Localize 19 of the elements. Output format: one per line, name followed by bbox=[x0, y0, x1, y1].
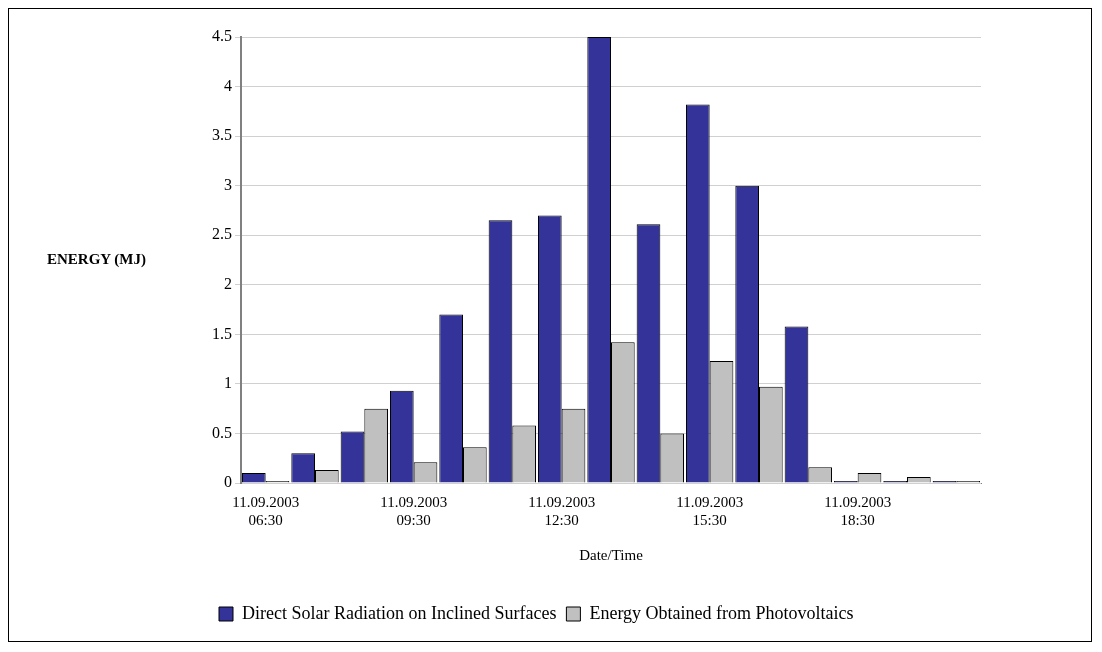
x-tick-label: 11.09.2003 12:30 bbox=[528, 493, 596, 528]
y-tick-label: 1 bbox=[224, 374, 232, 392]
y-tick-label: 1.5 bbox=[212, 324, 232, 342]
x-tick-label: 11.09.2003 15:30 bbox=[676, 493, 744, 528]
y-tick-label: 2.5 bbox=[212, 225, 232, 243]
y-tick-label: 3.5 bbox=[212, 126, 232, 144]
y-axis-title: ENERGY (MJ) bbox=[47, 250, 147, 268]
legend-label: Direct Solar Radiation on Inclined Surfaces bbox=[242, 602, 557, 623]
y-tick-label: 2 bbox=[224, 274, 232, 292]
x-tick-label: 11.09.2003 06:30 bbox=[232, 493, 300, 528]
y-tick-label: 4.5 bbox=[212, 27, 232, 45]
legend-label: Energy Obtained from Photovoltaics bbox=[589, 602, 854, 623]
y-tick-label: 0 bbox=[224, 473, 232, 491]
x-tick-label: 11.09.2003 09:30 bbox=[380, 493, 448, 528]
x-tick-label: 11.09.2003 18:30 bbox=[824, 493, 892, 528]
y-tick-label: 0.5 bbox=[212, 423, 232, 441]
y-tick-label: 3 bbox=[224, 175, 232, 193]
x-axis-title: Date/Time bbox=[579, 546, 644, 563]
y-tick-label: 4 bbox=[224, 76, 232, 94]
